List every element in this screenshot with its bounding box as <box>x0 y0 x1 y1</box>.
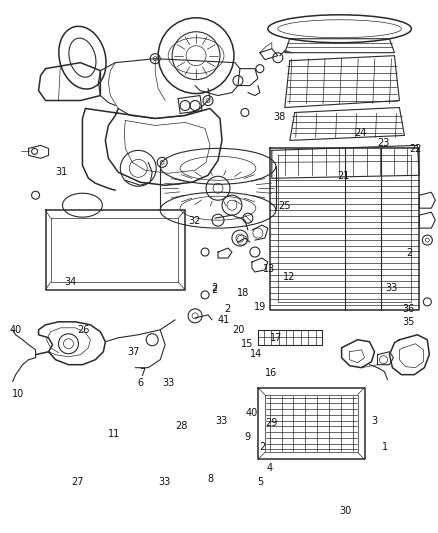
Text: 40: 40 <box>10 325 22 335</box>
Text: 6: 6 <box>138 378 144 389</box>
Text: 3: 3 <box>371 416 377 425</box>
Text: 2: 2 <box>260 442 266 452</box>
Text: 34: 34 <box>64 278 77 287</box>
Text: 33: 33 <box>158 477 170 487</box>
Text: 19: 19 <box>254 302 267 312</box>
Text: 33: 33 <box>385 282 398 293</box>
Text: 4: 4 <box>266 463 272 473</box>
Text: 14: 14 <box>250 349 262 359</box>
Text: 41: 41 <box>217 314 230 325</box>
Text: 33: 33 <box>215 416 227 425</box>
Text: 20: 20 <box>233 325 245 335</box>
Text: 18: 18 <box>237 287 249 297</box>
Text: 36: 36 <box>403 304 415 314</box>
Text: 28: 28 <box>176 421 188 431</box>
Text: 24: 24 <box>355 127 367 138</box>
Text: 26: 26 <box>78 325 90 335</box>
Text: 38: 38 <box>273 112 286 122</box>
Text: 1: 1 <box>382 442 388 452</box>
Text: 2: 2 <box>212 282 218 293</box>
Text: 10: 10 <box>12 389 24 399</box>
Text: 25: 25 <box>278 201 291 212</box>
Text: 31: 31 <box>56 167 68 177</box>
Text: 11: 11 <box>108 429 120 439</box>
Text: 9: 9 <box>244 432 251 441</box>
Text: 12: 12 <box>283 272 295 282</box>
Text: 30: 30 <box>339 506 352 516</box>
Text: 37: 37 <box>127 346 140 357</box>
Text: 2: 2 <box>225 304 231 314</box>
Text: 16: 16 <box>265 368 278 378</box>
Text: 7: 7 <box>139 368 146 378</box>
Text: 2: 2 <box>212 285 218 295</box>
Text: 32: 32 <box>189 216 201 227</box>
Text: 13: 13 <box>263 264 276 274</box>
Text: 29: 29 <box>265 418 278 428</box>
Text: 23: 23 <box>377 138 389 148</box>
Text: 21: 21 <box>337 171 350 181</box>
Text: 2: 2 <box>406 248 412 258</box>
Text: 40: 40 <box>246 408 258 418</box>
Text: 5: 5 <box>258 477 264 487</box>
Text: 17: 17 <box>269 333 282 343</box>
Text: 15: 15 <box>241 338 254 349</box>
Text: 8: 8 <box>207 474 213 484</box>
Text: 22: 22 <box>409 143 422 154</box>
Text: 33: 33 <box>162 378 175 389</box>
Text: 27: 27 <box>71 477 83 487</box>
Text: 35: 35 <box>403 317 415 327</box>
